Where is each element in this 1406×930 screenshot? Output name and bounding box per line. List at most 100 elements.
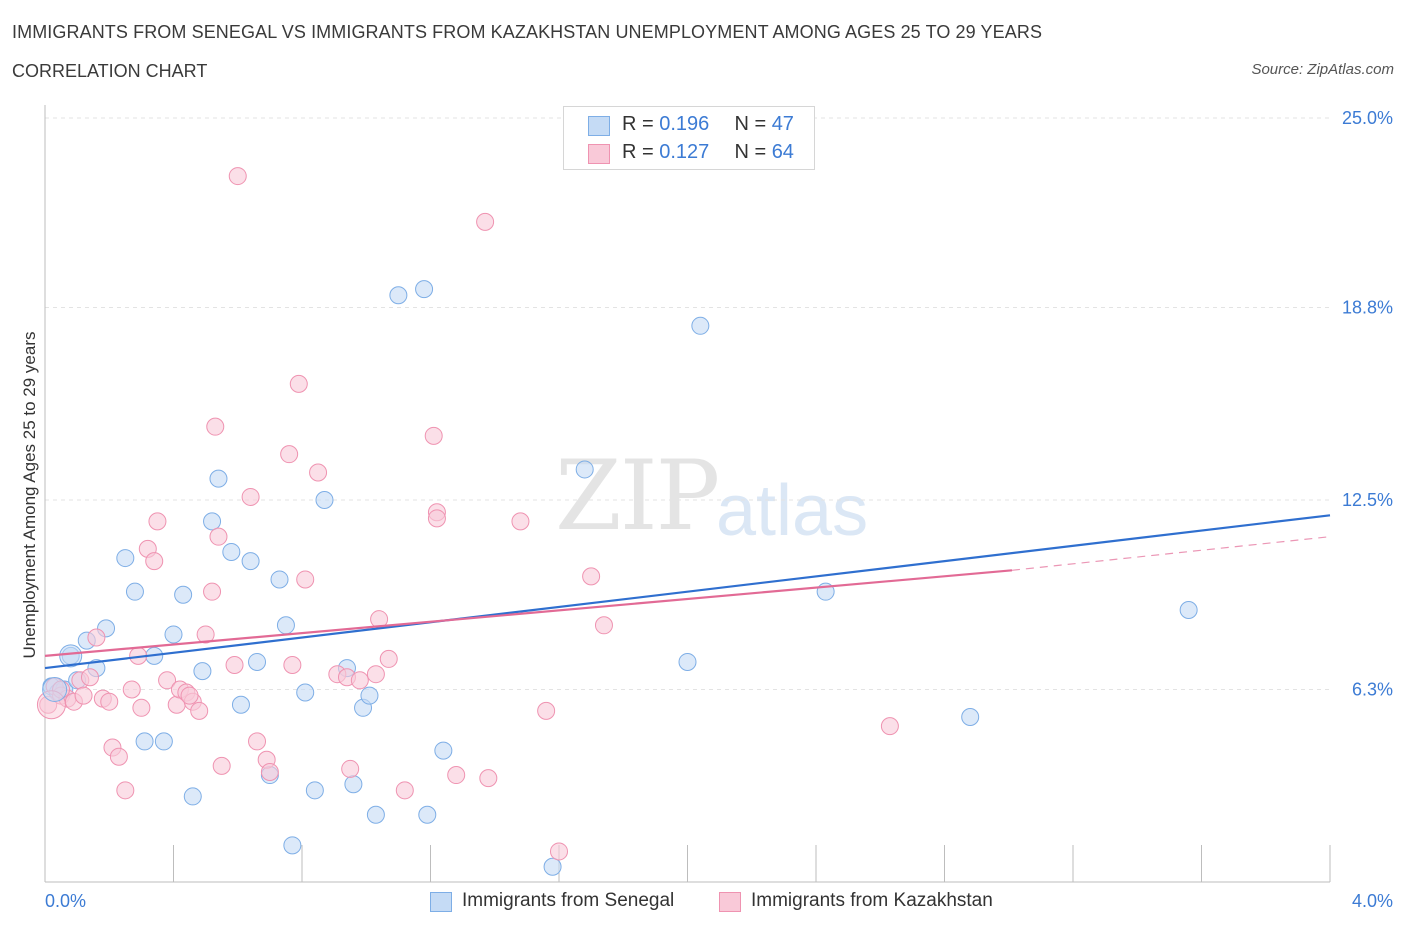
- kazakhstan-point: [479, 769, 498, 788]
- kazakhstan-point: [395, 781, 414, 800]
- kazakhstan-point: [74, 686, 93, 705]
- senegal-point: [193, 662, 212, 681]
- senegal-point: [296, 683, 315, 702]
- kazakhstan-trendline-extension: [1011, 536, 1331, 571]
- kazakhstan-trendline: [44, 569, 1013, 657]
- kazakhstan-point: [447, 766, 466, 785]
- y-tick-label: 6.3%: [1352, 679, 1393, 699]
- senegal-legend-swatch: [430, 892, 452, 912]
- senegal-point: [434, 741, 453, 760]
- kazakhstan-point: [87, 628, 106, 647]
- kazakhstan-point: [880, 717, 899, 736]
- senegal-point: [678, 652, 697, 671]
- senegal-point: [222, 542, 241, 561]
- kazakhstan-point: [341, 759, 360, 778]
- kazakhstan-point: [280, 445, 299, 464]
- senegal-point: [360, 686, 379, 705]
- kazakhstan-point: [350, 671, 369, 690]
- senegal-n-label: N =: [734, 113, 772, 135]
- kazakhstan-legend-swatch: [719, 892, 741, 912]
- senegal-legend-label: Immigrants from Senegal: [462, 890, 675, 911]
- senegal-r-value: 0.196: [659, 113, 710, 135]
- kazakhstan-swatch: [588, 144, 610, 164]
- kazakhstan-point: [122, 680, 141, 699]
- senegal-point: [59, 644, 83, 668]
- y-tick-label: 18.8%: [1342, 297, 1393, 317]
- kazakhstan-point: [241, 487, 260, 506]
- senegal-point: [174, 585, 193, 604]
- kazakhstan-point: [158, 671, 177, 690]
- senegal-point: [203, 512, 222, 531]
- watermark-zip: ZIP: [555, 440, 720, 552]
- y-tick-label: 25.0%: [1342, 108, 1393, 128]
- kazakhstan-point: [283, 656, 302, 675]
- watermark-atlas: atlas: [716, 471, 869, 551]
- senegal-point: [125, 582, 144, 601]
- senegal-point: [961, 707, 980, 726]
- senegal-point: [283, 836, 302, 855]
- kazakhstan-r-label: R =: [622, 141, 660, 163]
- senegal-point: [366, 805, 385, 824]
- senegal-point: [183, 787, 202, 806]
- kazakhstan-point: [228, 167, 247, 186]
- kazakhstan-point: [100, 692, 119, 711]
- kazakhstan-point: [248, 732, 267, 751]
- senegal-trendline: [44, 514, 1331, 670]
- senegal-point: [305, 781, 324, 800]
- senegal-point: [575, 460, 594, 479]
- kazakhstan-point: [511, 512, 530, 531]
- kazakhstan-point: [260, 762, 279, 781]
- kazakhstan-point: [582, 567, 601, 586]
- kazakhstan-point: [594, 616, 613, 635]
- kazakhstan-point: [148, 512, 167, 531]
- kazakhstan-point: [132, 698, 151, 717]
- kazakhstan-point: [80, 668, 99, 687]
- senegal-n-value: 47: [771, 113, 794, 135]
- senegal-point: [276, 616, 295, 635]
- senegal-point: [248, 652, 267, 671]
- chart-title: IMMIGRANTS FROM SENEGAL VS IMMIGRANTS FR…: [12, 22, 1043, 42]
- chart-subtitle: CORRELATION CHART: [12, 61, 208, 81]
- source-label: Source: ZipAtlas.com: [1251, 61, 1394, 78]
- senegal-point: [389, 286, 408, 305]
- kazakhstan-point: [366, 665, 385, 684]
- kazakhstan-point: [550, 842, 568, 861]
- kazakhstan-point: [296, 570, 315, 589]
- senegal-point: [231, 695, 250, 714]
- x-tick-label: 4.0%: [1352, 891, 1393, 911]
- senegal-point: [418, 805, 437, 824]
- kazakhstan-point: [289, 374, 308, 393]
- senegal-point: [315, 491, 334, 509]
- senegal-point: [42, 676, 68, 702]
- kazakhstan-point: [203, 582, 222, 601]
- kazakhstan-point: [379, 649, 398, 668]
- senegal-point: [270, 570, 289, 589]
- kazakhstan-point: [145, 552, 164, 571]
- x-tick-label: 0.0%: [45, 891, 86, 911]
- stats-legend: R = 0.196 N = 47 R = 0.127 N = 64: [563, 106, 815, 170]
- senegal-swatch: [588, 116, 610, 136]
- kazakhstan-n-label: N =: [734, 141, 772, 163]
- kazakhstan-n-value: 64: [771, 141, 794, 163]
- kazakhstan-point: [180, 686, 199, 705]
- kazakhstan-point: [212, 756, 231, 775]
- kazakhstan-legend-label: Immigrants from Kazakhstan: [751, 890, 993, 911]
- kazakhstan-point: [190, 701, 209, 720]
- senegal-point: [209, 469, 228, 488]
- kazakhstan-point: [427, 509, 446, 528]
- senegal-point: [415, 280, 434, 299]
- senegal-point: [344, 775, 363, 794]
- senegal-point: [154, 732, 173, 751]
- kazakhstan-point: [196, 625, 215, 644]
- senegal-point: [241, 552, 260, 571]
- senegal-point: [116, 549, 135, 568]
- senegal-r-label: R =: [622, 113, 660, 135]
- kazakhstan-point: [225, 656, 244, 675]
- kazakhstan-point: [424, 426, 443, 445]
- kazakhstan-point: [309, 463, 328, 482]
- kazakhstan-r-value: 0.127: [659, 141, 710, 163]
- senegal-point: [164, 625, 183, 644]
- senegal-point: [1179, 601, 1198, 620]
- senegal-point: [135, 732, 154, 751]
- kazakhstan-point: [206, 417, 225, 436]
